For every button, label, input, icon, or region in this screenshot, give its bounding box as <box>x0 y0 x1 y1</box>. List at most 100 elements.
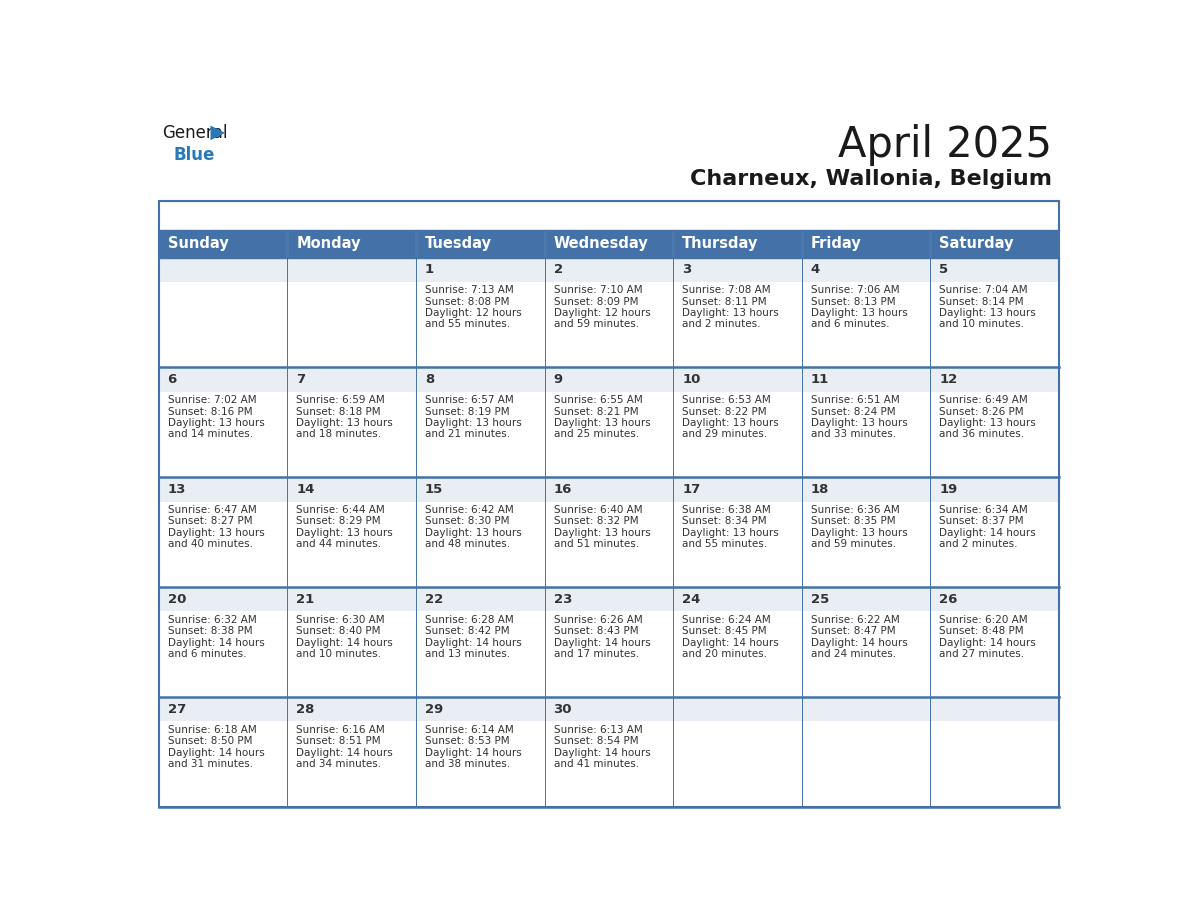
Text: Sunrise: 6:16 AM: Sunrise: 6:16 AM <box>296 725 385 734</box>
Text: Daylight: 13 hours: Daylight: 13 hours <box>940 418 1036 428</box>
Bar <box>158 201 1060 807</box>
Text: Daylight: 14 hours: Daylight: 14 hours <box>682 638 779 648</box>
Text: Sunset: 8:32 PM: Sunset: 8:32 PM <box>554 517 638 526</box>
Bar <box>802 367 930 477</box>
Text: Daylight: 14 hours: Daylight: 14 hours <box>554 747 650 757</box>
Text: Daylight: 13 hours: Daylight: 13 hours <box>168 528 265 538</box>
Text: Sunset: 8:43 PM: Sunset: 8:43 PM <box>554 626 638 636</box>
Text: and 6 minutes.: and 6 minutes. <box>811 319 890 330</box>
Text: and 14 minutes.: and 14 minutes. <box>168 430 253 440</box>
Text: and 41 minutes.: and 41 minutes. <box>554 759 639 769</box>
Text: Daylight: 13 hours: Daylight: 13 hours <box>811 418 908 428</box>
Text: Sunset: 8:40 PM: Sunset: 8:40 PM <box>296 626 380 636</box>
Text: Sunset: 8:21 PM: Sunset: 8:21 PM <box>554 407 638 417</box>
Bar <box>674 477 802 588</box>
Bar <box>930 258 1060 367</box>
Bar <box>930 697 1060 807</box>
Bar <box>158 367 287 392</box>
Bar <box>416 588 544 611</box>
Bar <box>544 697 674 807</box>
Bar <box>158 258 287 367</box>
Text: Thursday: Thursday <box>682 236 759 251</box>
Text: Daylight: 14 hours: Daylight: 14 hours <box>940 528 1036 538</box>
Text: 29: 29 <box>425 702 443 716</box>
Text: Daylight: 13 hours: Daylight: 13 hours <box>682 308 779 318</box>
Text: Saturday: Saturday <box>940 236 1015 251</box>
Text: Daylight: 13 hours: Daylight: 13 hours <box>811 528 908 538</box>
Text: Daylight: 13 hours: Daylight: 13 hours <box>940 308 1036 318</box>
Text: Daylight: 14 hours: Daylight: 14 hours <box>296 638 393 648</box>
Bar <box>158 230 287 258</box>
Bar <box>287 588 416 697</box>
Bar <box>544 367 674 477</box>
Text: Sunrise: 6:28 AM: Sunrise: 6:28 AM <box>425 615 513 625</box>
Text: and 24 minutes.: and 24 minutes. <box>811 649 896 659</box>
Bar <box>930 477 1060 588</box>
Text: Sunset: 8:37 PM: Sunset: 8:37 PM <box>940 517 1024 526</box>
Bar <box>416 230 544 258</box>
Text: Sunrise: 7:08 AM: Sunrise: 7:08 AM <box>682 285 771 296</box>
Text: and 2 minutes.: and 2 minutes. <box>940 539 1018 549</box>
Text: 22: 22 <box>425 593 443 606</box>
Bar <box>287 588 416 611</box>
Text: and 10 minutes.: and 10 minutes. <box>940 319 1024 330</box>
Bar <box>674 258 802 367</box>
Text: Sunrise: 6:26 AM: Sunrise: 6:26 AM <box>554 615 643 625</box>
Text: Sunrise: 6:55 AM: Sunrise: 6:55 AM <box>554 395 643 405</box>
Text: 12: 12 <box>940 373 958 386</box>
Text: Sunrise: 7:02 AM: Sunrise: 7:02 AM <box>168 395 257 405</box>
Bar <box>802 258 930 282</box>
Text: and 59 minutes.: and 59 minutes. <box>811 539 896 549</box>
Text: Sunrise: 6:30 AM: Sunrise: 6:30 AM <box>296 615 385 625</box>
Text: Daylight: 14 hours: Daylight: 14 hours <box>811 638 908 648</box>
Bar <box>158 477 287 588</box>
Bar <box>674 230 802 258</box>
Text: Sunrise: 6:57 AM: Sunrise: 6:57 AM <box>425 395 513 405</box>
Text: Blue: Blue <box>173 146 215 163</box>
Text: Sunset: 8:11 PM: Sunset: 8:11 PM <box>682 297 766 307</box>
Text: Sunset: 8:29 PM: Sunset: 8:29 PM <box>296 517 381 526</box>
Bar <box>802 588 930 611</box>
Text: and 38 minutes.: and 38 minutes. <box>425 759 510 769</box>
Text: 24: 24 <box>682 593 701 606</box>
Bar <box>416 477 544 588</box>
Text: and 13 minutes.: and 13 minutes. <box>425 649 510 659</box>
Text: Daylight: 12 hours: Daylight: 12 hours <box>554 308 650 318</box>
Text: 2: 2 <box>554 263 563 276</box>
Text: Sunrise: 6:53 AM: Sunrise: 6:53 AM <box>682 395 771 405</box>
Text: Sunrise: 6:14 AM: Sunrise: 6:14 AM <box>425 725 513 734</box>
Bar <box>544 367 674 392</box>
Text: and 40 minutes.: and 40 minutes. <box>168 539 253 549</box>
Text: and 33 minutes.: and 33 minutes. <box>811 430 896 440</box>
Text: and 59 minutes.: and 59 minutes. <box>554 319 639 330</box>
Text: Sunset: 8:45 PM: Sunset: 8:45 PM <box>682 626 766 636</box>
Text: Daylight: 13 hours: Daylight: 13 hours <box>168 418 265 428</box>
Bar <box>544 258 674 367</box>
Text: 21: 21 <box>296 593 315 606</box>
Text: Tuesday: Tuesday <box>425 236 492 251</box>
Text: Sunset: 8:53 PM: Sunset: 8:53 PM <box>425 736 510 746</box>
Text: 28: 28 <box>296 702 315 716</box>
Text: Sunrise: 6:13 AM: Sunrise: 6:13 AM <box>554 725 643 734</box>
Bar <box>158 367 287 477</box>
Text: 13: 13 <box>168 483 187 496</box>
Text: Sunset: 8:08 PM: Sunset: 8:08 PM <box>425 297 510 307</box>
Bar <box>802 588 930 697</box>
Text: 4: 4 <box>811 263 820 276</box>
Bar <box>416 367 544 392</box>
Text: Sunset: 8:50 PM: Sunset: 8:50 PM <box>168 736 252 746</box>
Text: Daylight: 13 hours: Daylight: 13 hours <box>682 528 779 538</box>
Text: Sunset: 8:34 PM: Sunset: 8:34 PM <box>682 517 766 526</box>
Bar <box>416 258 544 367</box>
Text: Daylight: 14 hours: Daylight: 14 hours <box>940 638 1036 648</box>
Bar <box>674 588 802 611</box>
Bar <box>930 367 1060 392</box>
Text: Daylight: 14 hours: Daylight: 14 hours <box>425 638 522 648</box>
Text: General: General <box>163 124 228 142</box>
Bar <box>802 697 930 807</box>
Bar <box>287 477 416 588</box>
Text: Sunset: 8:27 PM: Sunset: 8:27 PM <box>168 517 252 526</box>
Bar <box>802 477 930 588</box>
Text: Daylight: 14 hours: Daylight: 14 hours <box>296 747 393 757</box>
Text: and 34 minutes.: and 34 minutes. <box>296 759 381 769</box>
